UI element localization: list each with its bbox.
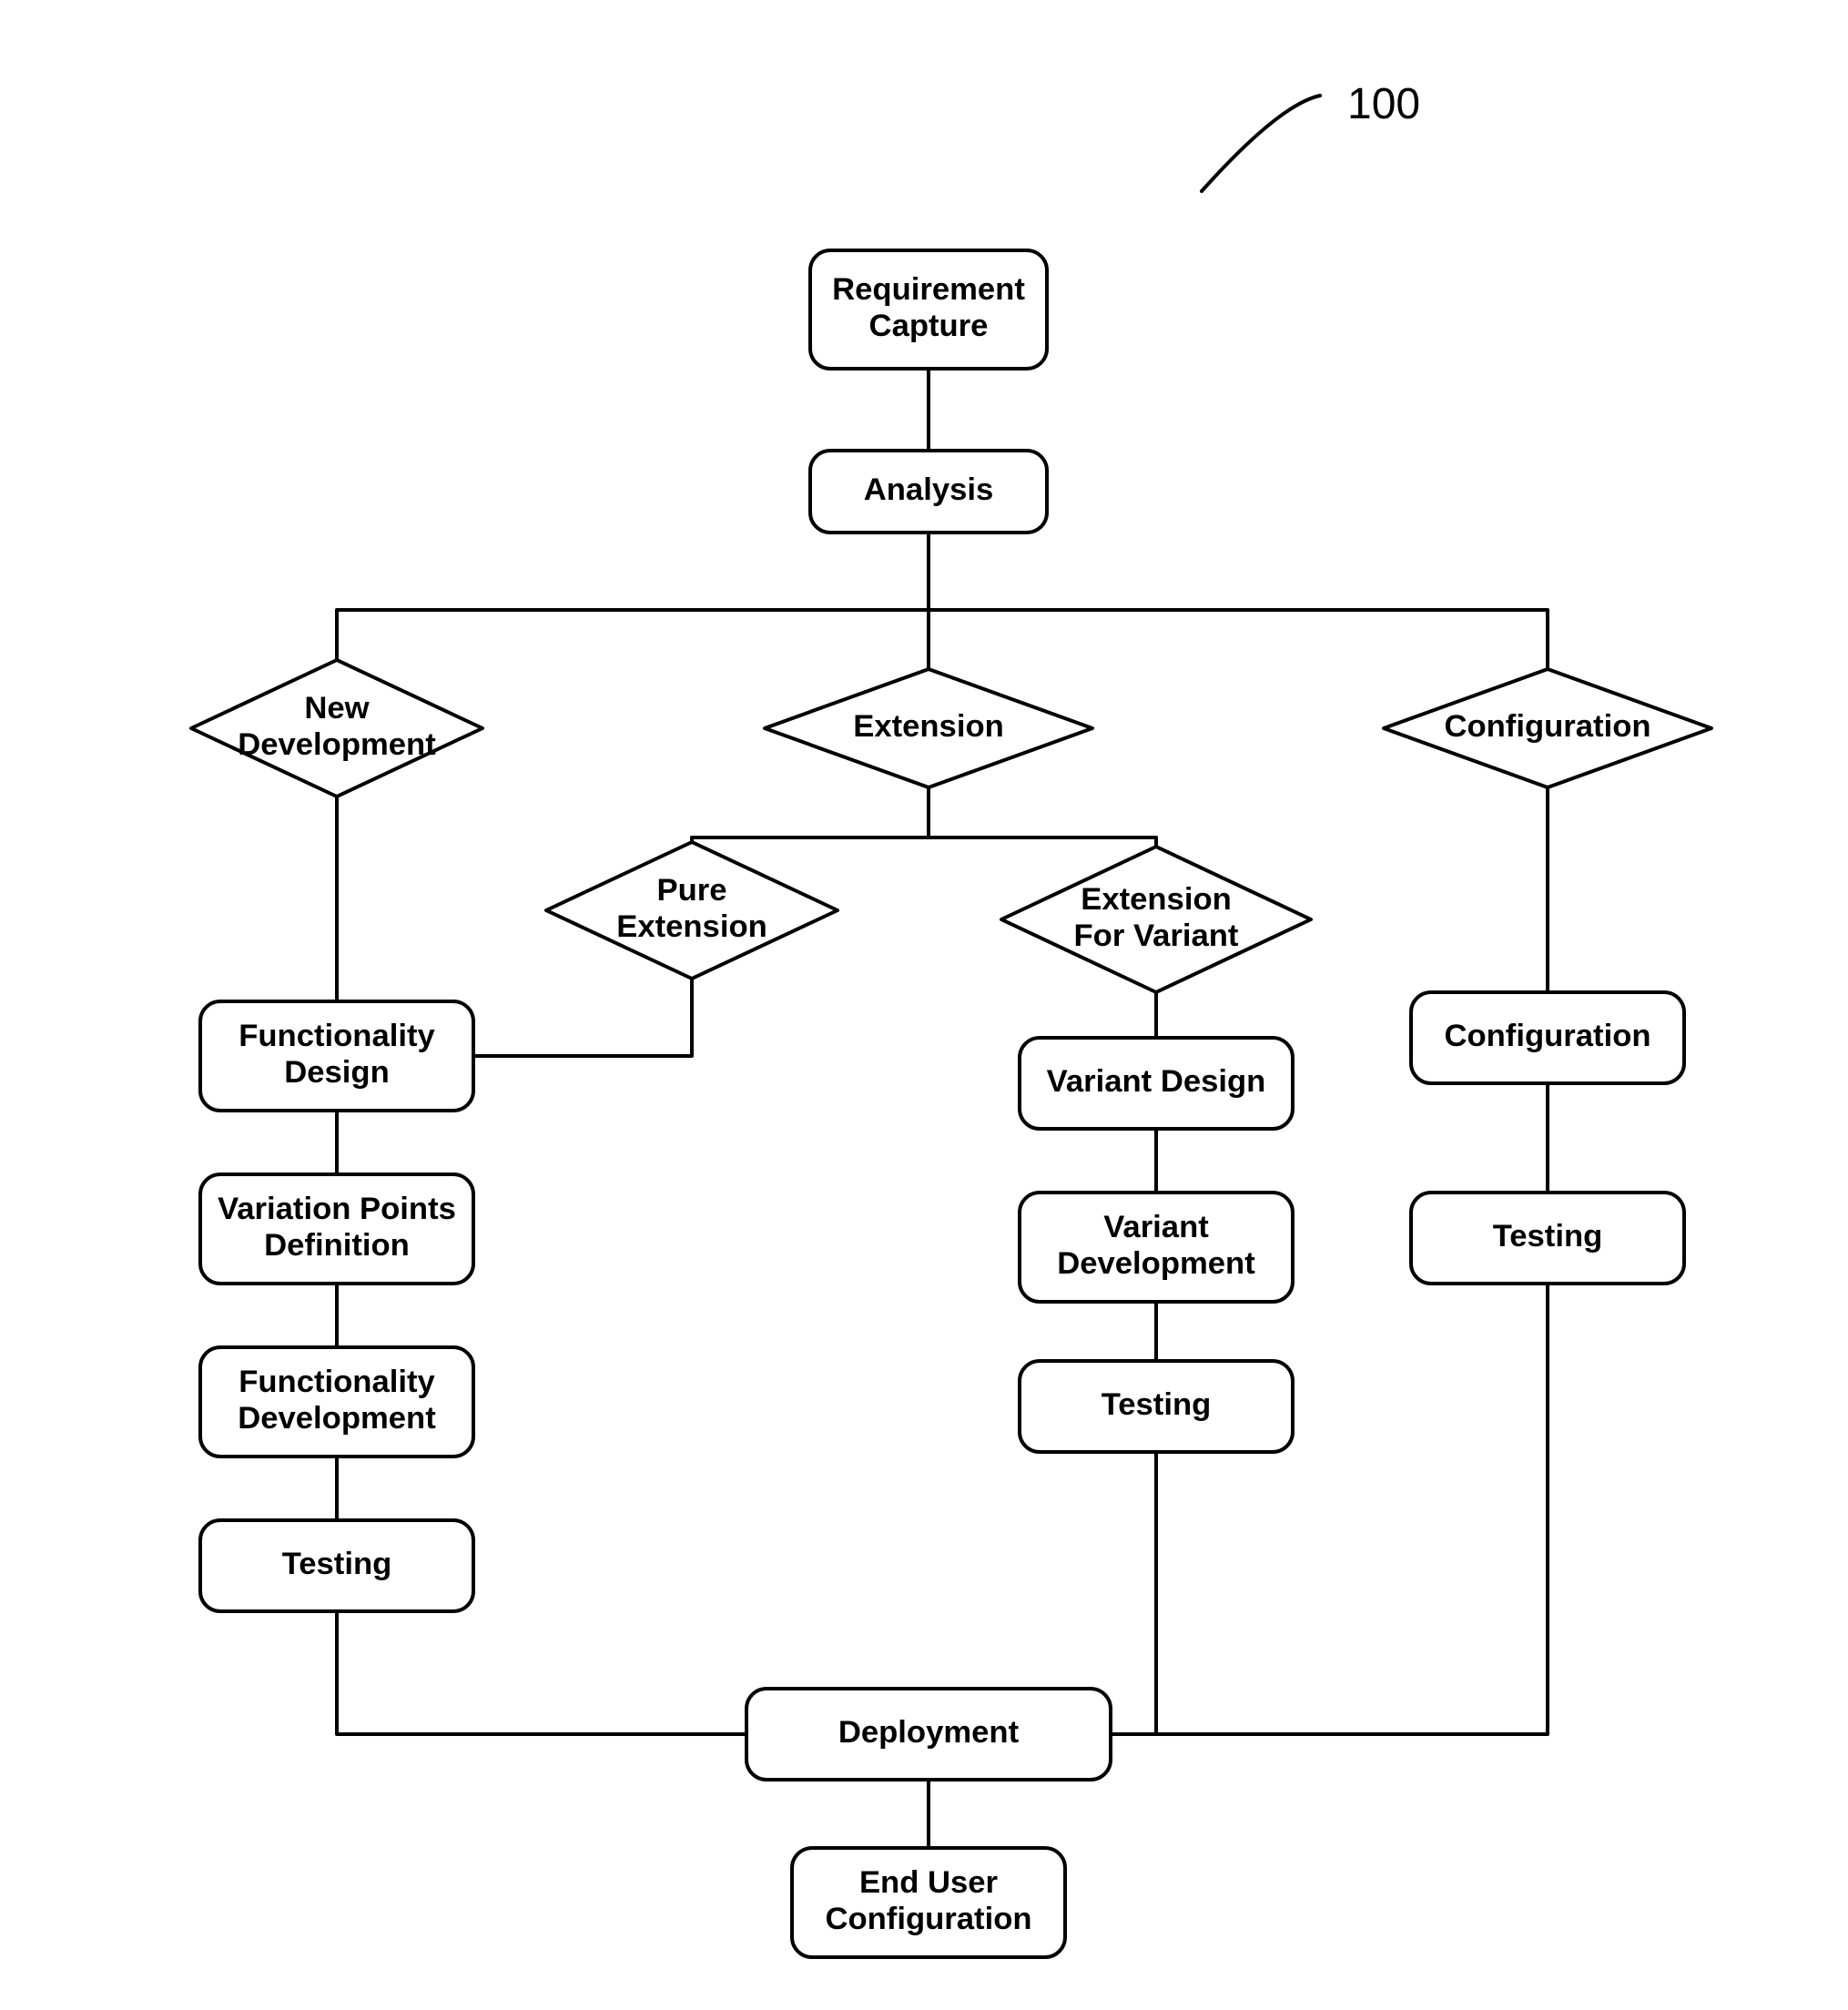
node-label: Variant Design — [1047, 1064, 1266, 1099]
edge — [337, 1611, 746, 1734]
node-vardes: Variant Design — [1020, 1038, 1293, 1129]
node-label: Configuration — [1444, 1019, 1650, 1053]
edge — [929, 610, 1548, 669]
node-test3: Testing — [1411, 1193, 1684, 1284]
node-funcdes: FunctionalityDesign — [200, 1001, 473, 1111]
node-newdev: NewDevelopment — [191, 660, 482, 797]
node-varpts: Variation PointsDefinition — [200, 1174, 473, 1284]
figure-arc — [1202, 96, 1320, 191]
node-enduser: End UserConfiguration — [792, 1848, 1065, 1957]
nodes: RequirementCapture Analysis NewDevelopment… — [191, 250, 1711, 1957]
node-funcdev: FunctionalityDevelopment — [200, 1347, 473, 1457]
node-deploy: Deployment — [746, 1689, 1111, 1780]
node-label: ExtensionFor Variant — [1074, 882, 1239, 953]
edge — [1111, 1284, 1548, 1734]
edge — [1111, 1452, 1156, 1734]
node-label: Testing — [1102, 1387, 1212, 1422]
node-label: Deployment — [838, 1715, 1020, 1750]
node-label: Analysis — [864, 472, 994, 507]
node-pureext: PureExtension — [546, 842, 838, 979]
edge — [337, 533, 929, 660]
node-label: Extension — [853, 709, 1004, 744]
edge — [692, 787, 929, 842]
node-test2: Testing — [1020, 1361, 1293, 1452]
node-label: Testing — [282, 1547, 392, 1581]
edge — [473, 979, 692, 1056]
node-test1: Testing — [200, 1520, 473, 1611]
edges — [337, 369, 1548, 1848]
node-vardev: VariantDevelopment — [1020, 1193, 1293, 1302]
node-extension: Extension — [765, 669, 1092, 787]
node-label: Testing — [1493, 1219, 1603, 1254]
edge — [929, 838, 1156, 847]
node-req: RequirementCapture — [810, 250, 1047, 369]
node-analysis: Analysis — [810, 451, 1047, 533]
figure-number: 100 — [1347, 80, 1420, 128]
node-config_d: Configuration — [1384, 669, 1711, 787]
node-label: Configuration — [1444, 709, 1650, 744]
node-label: FunctionalityDevelopment — [238, 1365, 436, 1436]
node-extvar: ExtensionFor Variant — [1001, 847, 1311, 992]
node-config_r: Configuration — [1411, 992, 1684, 1083]
